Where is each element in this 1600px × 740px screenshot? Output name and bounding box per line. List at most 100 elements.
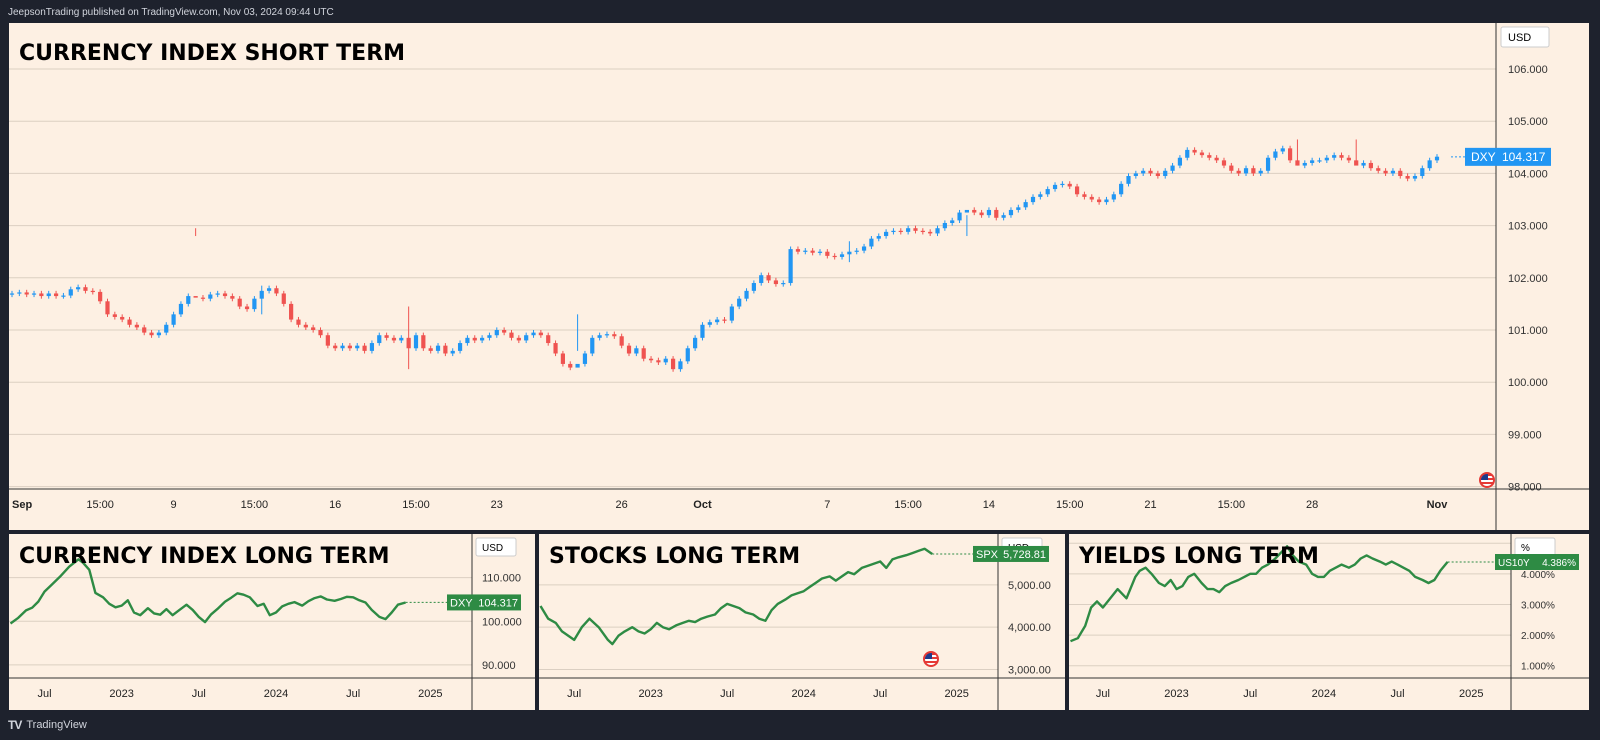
candle-body [1104, 199, 1109, 203]
candle-body [1258, 170, 1263, 174]
line-chart-us10y[interactable]: 5.000%4.000%3.000%2.000%1.000%%Jul2023Ju… [1069, 534, 1589, 710]
y-tick-label: 101.000 [1508, 325, 1548, 337]
candle-body [693, 337, 698, 349]
candle-body [1155, 173, 1160, 177]
y-tick-label: 105.000 [1508, 116, 1548, 128]
candle-body [450, 350, 455, 354]
price-value: 5,728.81 [1003, 549, 1046, 561]
candle-body [193, 296, 198, 298]
candle-body [215, 293, 220, 295]
x-tick-label: 7 [824, 499, 830, 511]
chart-panel-short-term[interactable]: 106.000 105.000 104.000 103.000 102.000 101.0… [9, 23, 1589, 530]
candle-body [847, 251, 852, 255]
x-tick-label: Jul [192, 688, 206, 700]
candle-body [428, 348, 433, 351]
candle-body [164, 324, 169, 333]
candle-body [1030, 196, 1036, 203]
candle-body [289, 303, 294, 320]
line-chart-spx[interactable]: 5,000.004,000.003,000.00USDJul2023Jul202… [539, 534, 1065, 710]
candle-body [986, 209, 992, 216]
x-tick-label: Jul [37, 688, 51, 700]
candle-body [582, 353, 588, 364]
y-tick-label: 99.000 [1508, 429, 1542, 441]
candle-body [259, 290, 264, 299]
y-tick-label: 90.000 [482, 660, 516, 672]
candle-body [222, 293, 228, 297]
chart-title: CURRENCY INDEX SHORT TERM [19, 41, 406, 66]
candle-body [362, 345, 367, 351]
candle-body [465, 337, 470, 344]
x-tick-label: 2023 [1164, 688, 1188, 700]
candle-body [156, 332, 162, 336]
candle-body [619, 336, 624, 346]
candle-body [759, 275, 764, 284]
candle-body [266, 288, 272, 291]
candle-body [810, 250, 815, 253]
candle-body [546, 335, 551, 344]
price-label-box [447, 594, 521, 611]
candle-body [1111, 194, 1116, 200]
candle-body [869, 238, 874, 247]
candle-body [9, 293, 15, 295]
candle-body [318, 330, 323, 336]
candle-body [237, 298, 242, 307]
candle-body [178, 303, 184, 315]
candle-body [296, 319, 301, 325]
candle-body [1398, 170, 1403, 177]
candle-body [120, 316, 125, 320]
candle-body [560, 353, 566, 364]
candle-body [1265, 157, 1271, 171]
candle-body [399, 337, 404, 341]
candle-body [1251, 168, 1256, 174]
chart-panel-yields-long-term[interactable]: 5.000%4.000%3.000%2.000%1.000%%Jul2023Ju… [1069, 534, 1589, 710]
y-tick-label: 3.000% [1521, 600, 1555, 611]
candle-body [641, 348, 646, 359]
candle-body [369, 343, 375, 351]
candle-body [634, 348, 639, 354]
candle-body [83, 287, 88, 291]
candle-body [1236, 170, 1241, 174]
candle-body [494, 330, 499, 336]
candle-body [1185, 149, 1190, 158]
candle-body [1346, 157, 1351, 161]
candle-body [715, 319, 720, 323]
candle-body [626, 345, 632, 354]
candle-body [898, 230, 903, 233]
chart-panel-stocks-long-term[interactable]: 5,000.004,000.003,000.00USDJul2023Jul202… [539, 534, 1065, 710]
candle-body [98, 291, 103, 302]
x-tick-label: Sep [12, 499, 32, 511]
candle-body [553, 343, 558, 354]
candle-body [435, 345, 441, 351]
candle-body [568, 363, 573, 368]
x-tick-label: 14 [983, 499, 995, 511]
x-tick-label: 2023 [638, 688, 662, 700]
candle-body [509, 332, 514, 338]
currency-box [1500, 26, 1550, 48]
y-tick-label: 2.000% [1521, 631, 1555, 642]
candle-body [920, 230, 925, 233]
symbol-label: US10Y [1498, 558, 1530, 569]
candle-body [979, 212, 984, 216]
candle-body [685, 348, 690, 362]
candle-body [149, 332, 154, 336]
candle-body [457, 343, 463, 351]
candle-body [1332, 155, 1337, 158]
candlestick-chart[interactable]: 106.000 105.000 104.000 103.000 102.000 101.0… [9, 23, 1589, 530]
y-tick-label: 3,000.00 [1008, 665, 1051, 677]
line-chart-dxy[interactable]: 110.000 100.000 90.000 USD Jul 2023 Jul 2024 Jul… [9, 534, 535, 710]
candle-body [950, 220, 955, 223]
candle-body [1310, 160, 1315, 163]
candle-body [1221, 160, 1227, 166]
candle-body [1170, 165, 1175, 171]
candle-body [942, 222, 947, 229]
x-tick-label: 2024 [264, 688, 288, 700]
y-tick-label: 98.000 [1508, 482, 1542, 494]
candle-body [972, 209, 977, 213]
candle-body [53, 293, 59, 297]
candle-body [1192, 149, 1197, 153]
candle-body [891, 230, 896, 233]
chart-panel-currency-long-term[interactable]: 110.000 100.000 90.000 USD Jul 2023 Jul 2024 Jul… [9, 534, 535, 710]
tradingview-logo[interactable]: TV TradingView [8, 718, 87, 732]
tradingview-logo-icon: TV [8, 718, 22, 732]
candle-body [935, 228, 940, 234]
